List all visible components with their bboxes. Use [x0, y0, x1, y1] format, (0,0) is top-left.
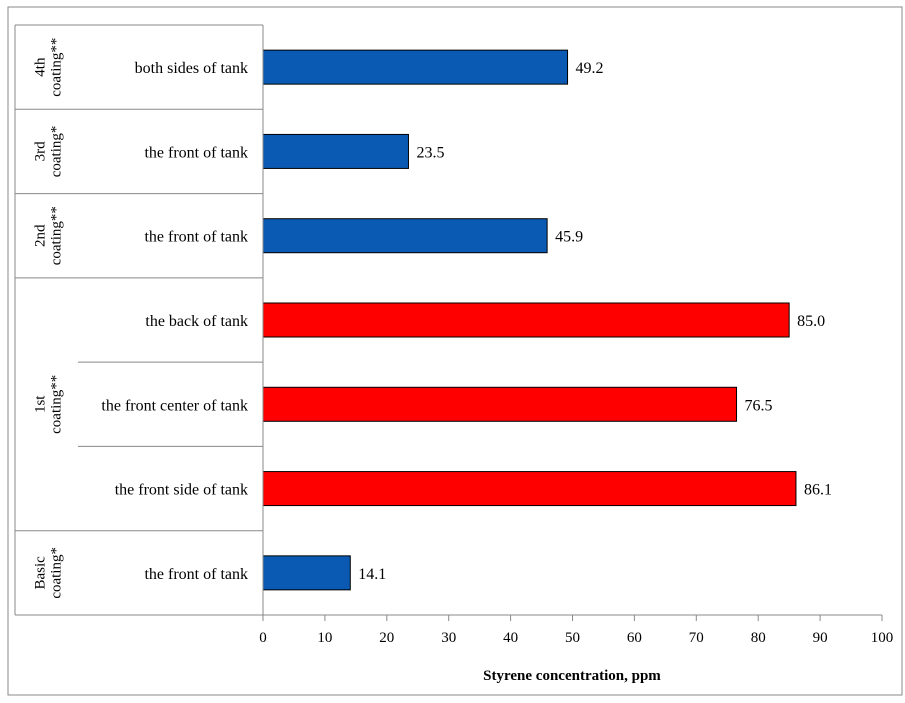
bars — [262, 49, 797, 591]
group-label-line: coating** — [49, 206, 65, 265]
x-tick-label: 20 — [379, 630, 394, 646]
group-label: 3rdcoating* — [33, 126, 65, 178]
category-table-lines — [14, 24, 263, 616]
category-label: the front of tank — [144, 566, 248, 583]
bar — [262, 218, 548, 254]
category-label: the front of tank — [144, 229, 248, 246]
bar — [262, 386, 738, 422]
x-tick-label: 0 — [259, 630, 267, 646]
category-label: the front of tank — [144, 144, 248, 161]
category-label: the back of tank — [145, 313, 248, 330]
x-tick-label: 40 — [503, 630, 518, 646]
group-label-line: 2nd — [33, 224, 49, 247]
x-tick-label: 50 — [565, 630, 580, 646]
group-label: 4thcoating** — [33, 38, 65, 97]
data-label: 86.1 — [804, 482, 832, 499]
x-tick-label: 100 — [871, 630, 894, 646]
data-label: 76.5 — [745, 397, 773, 414]
category-label: the front side of tank — [115, 482, 248, 499]
data-label: 23.5 — [416, 144, 444, 161]
data-label: 45.9 — [555, 229, 583, 246]
labels: 4thcoating**3rdcoating*2ndcoating**1stco… — [33, 38, 894, 646]
data-label: 85.0 — [797, 313, 825, 330]
group-label-line: 3rd — [33, 141, 49, 161]
group-label: 2ndcoating** — [33, 206, 65, 265]
data-label: 49.2 — [576, 60, 604, 77]
bar — [262, 133, 409, 169]
group-label-line: coating* — [49, 126, 65, 178]
group-label-line: Basic — [33, 556, 49, 590]
group-label: 1stcoating** — [33, 375, 65, 434]
x-axis — [262, 25, 883, 621]
group-label-line: coating** — [49, 375, 65, 434]
group-label: Basiccoating* — [33, 547, 65, 599]
category-label: both sides of tank — [135, 60, 248, 77]
category-label: the front center of tank — [101, 397, 248, 414]
x-axis-label: Styrene concentration, ppm — [483, 668, 661, 684]
x-tick-label: 60 — [627, 630, 642, 646]
group-label-line: coating* — [49, 547, 65, 599]
x-tick-label: 10 — [317, 630, 332, 646]
group-label-line: 1st — [33, 395, 49, 413]
bar — [262, 471, 797, 507]
bar — [262, 302, 790, 338]
x-tick-label: 30 — [441, 630, 456, 646]
data-label: 14.1 — [358, 566, 386, 583]
x-tick-label: 90 — [813, 630, 828, 646]
group-label-line: 4th — [33, 57, 49, 77]
x-tick-label: 80 — [751, 630, 766, 646]
bar — [262, 49, 569, 85]
x-tick-label: 70 — [689, 630, 704, 646]
bar — [262, 555, 351, 591]
group-label-line: coating** — [49, 38, 65, 97]
chart-border — [7, 6, 903, 696]
